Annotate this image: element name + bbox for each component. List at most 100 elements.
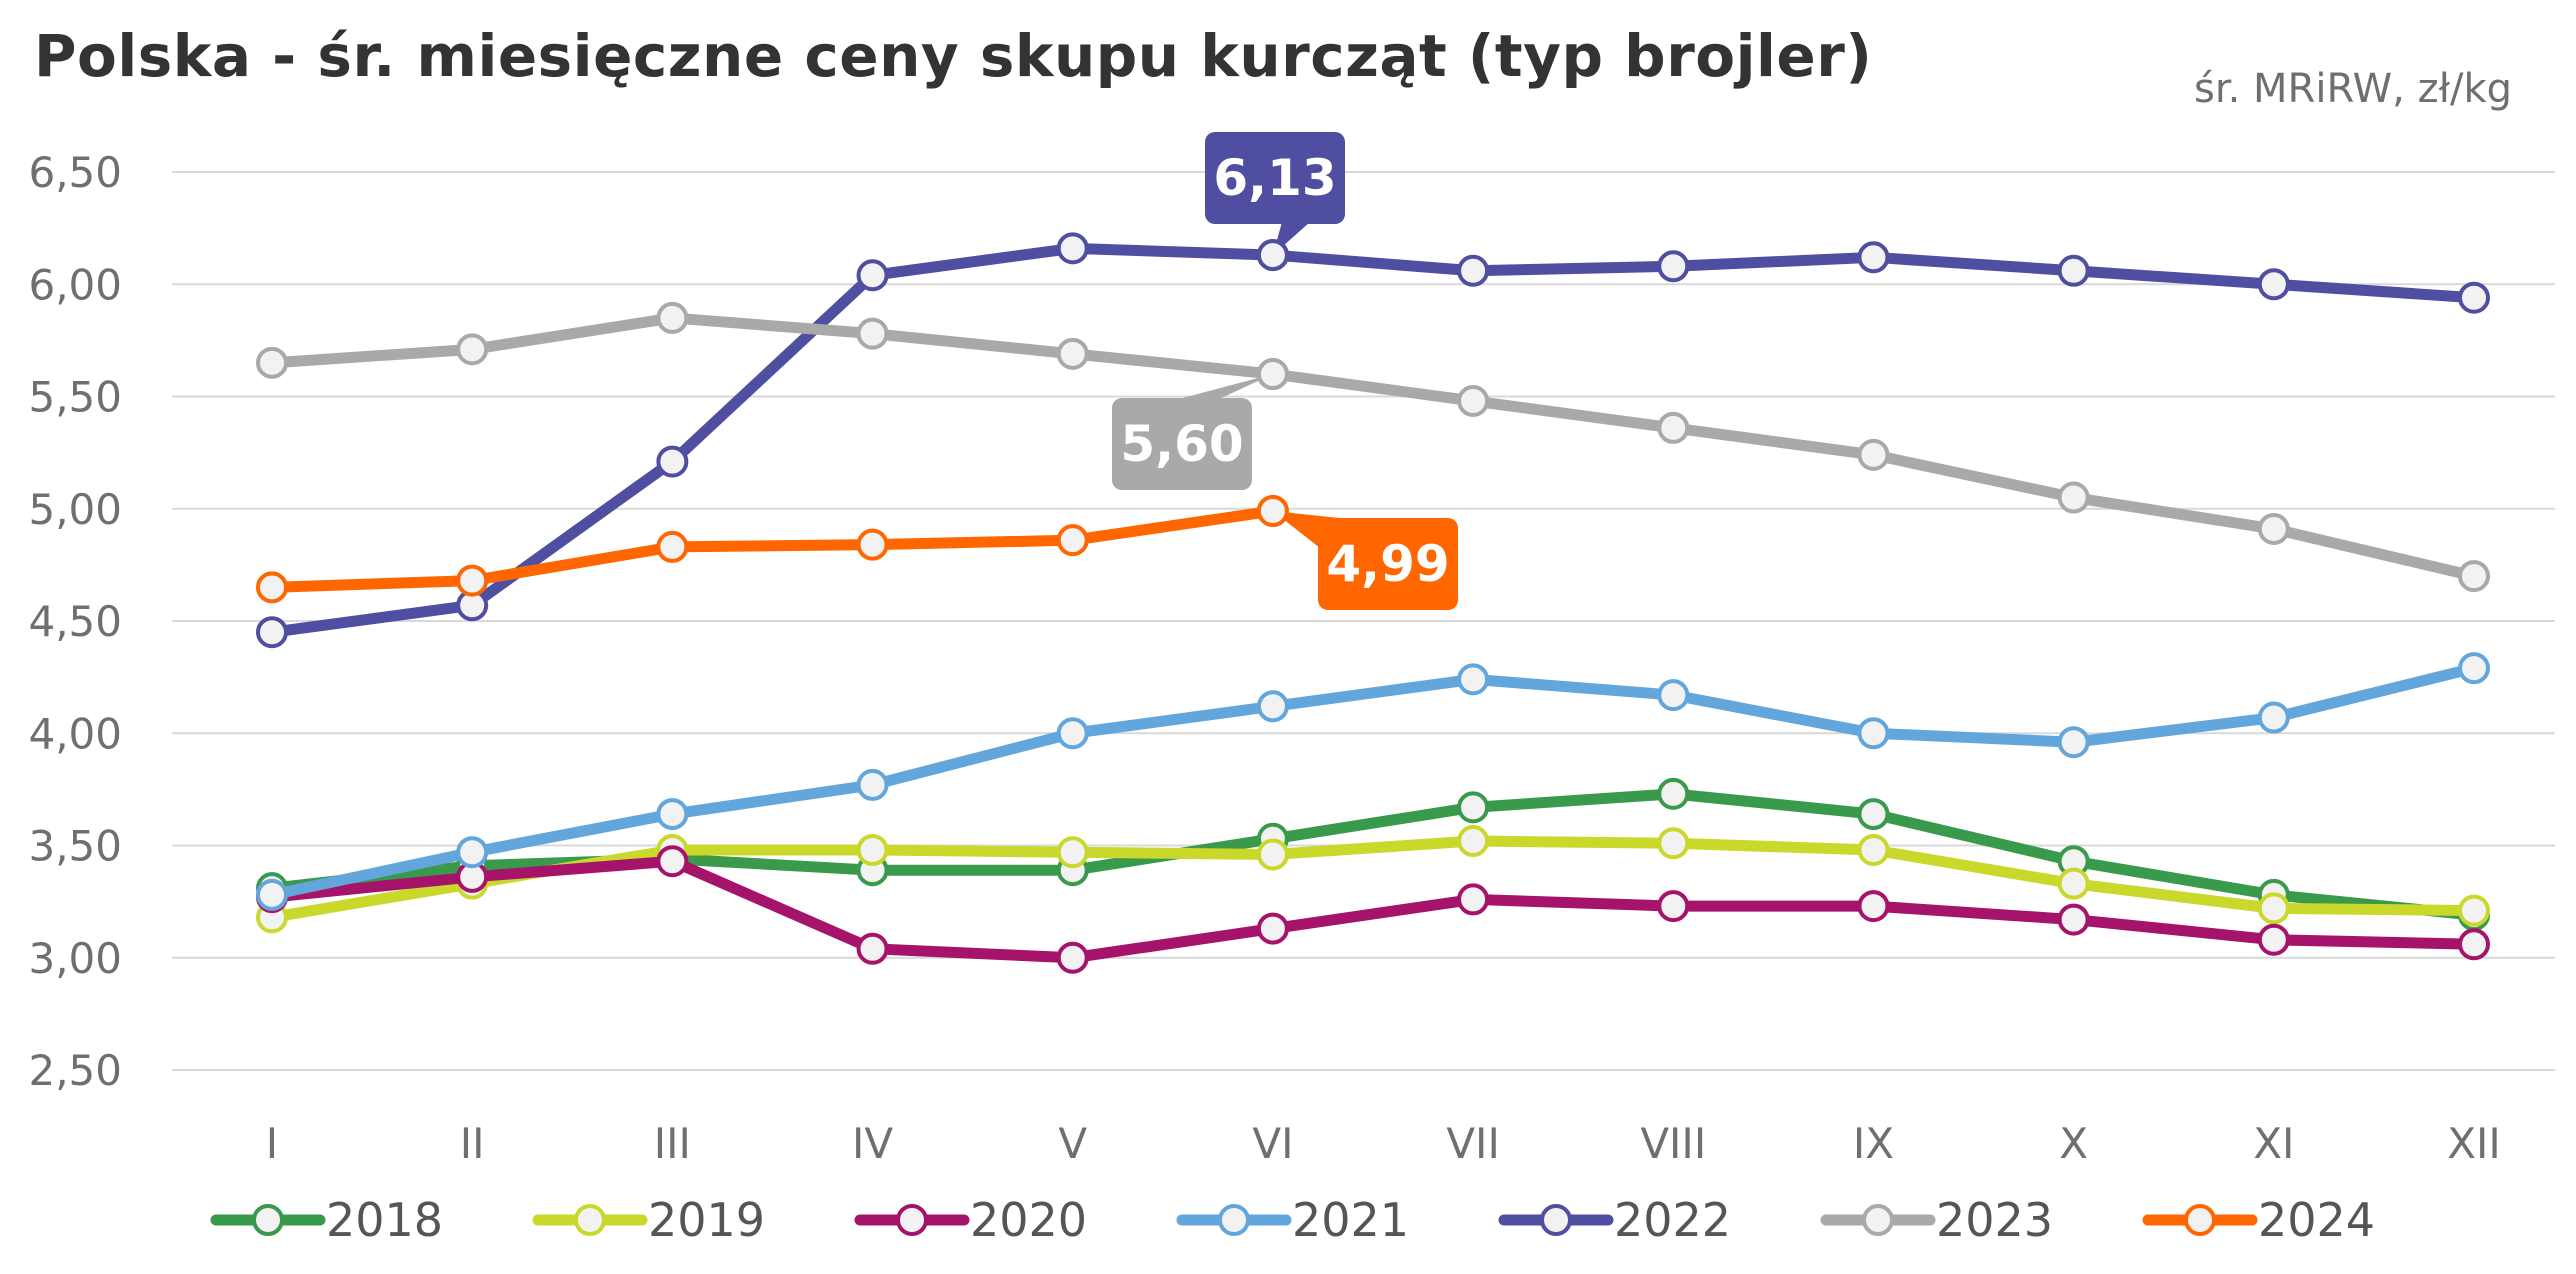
data-point bbox=[1657, 777, 1690, 810]
legend-item-2018: 2018 bbox=[210, 1193, 443, 1247]
x-tick-label: IX bbox=[1853, 1119, 1894, 1168]
data-point bbox=[256, 616, 288, 649]
legend-marker bbox=[896, 1204, 928, 1236]
series-line bbox=[266, 835, 2480, 923]
data-point bbox=[656, 301, 689, 334]
callout-2024: 4,99 bbox=[1256, 494, 1458, 610]
y-tick-label: 6,00 bbox=[28, 260, 122, 309]
data-point bbox=[856, 932, 889, 965]
x-axis-ticks: I II III IV V VI VII VIII IX X XI XII bbox=[266, 1119, 2501, 1168]
data-point bbox=[2257, 268, 2290, 301]
data-point bbox=[256, 571, 288, 604]
y-tick-label: 3,00 bbox=[28, 934, 122, 983]
data-point bbox=[1056, 337, 1089, 370]
series-2024 bbox=[256, 494, 1289, 604]
data-point bbox=[1457, 254, 1490, 287]
callout-label: 6,13 bbox=[1213, 149, 1336, 207]
data-point bbox=[656, 445, 689, 478]
callout-2022: 6,13 bbox=[1205, 132, 1345, 272]
y-tick-label: 5,50 bbox=[28, 373, 122, 422]
data-point bbox=[856, 833, 889, 866]
data-point bbox=[2257, 892, 2290, 925]
data-point bbox=[656, 530, 689, 563]
callout-2023: 5,60 bbox=[1112, 358, 1289, 490]
data-point bbox=[1256, 838, 1289, 871]
x-tick-label: X bbox=[2059, 1119, 2088, 1168]
legend-label: 2023 bbox=[1936, 1193, 2053, 1247]
data-point bbox=[2057, 726, 2090, 759]
legend-item-2020: 2020 bbox=[854, 1193, 1087, 1247]
series-2020 bbox=[256, 845, 2490, 974]
unit-note: śr. MRiRW, zł/kg bbox=[2193, 66, 2512, 112]
data-point bbox=[456, 836, 489, 869]
series-line bbox=[266, 855, 2480, 964]
legend-marker bbox=[1862, 1204, 1894, 1236]
data-point bbox=[1857, 798, 1890, 831]
data-point bbox=[2458, 894, 2490, 927]
series-line bbox=[266, 505, 1279, 593]
data-point bbox=[1056, 524, 1089, 557]
chart-title: Polska - śr. miesięczne ceny skupu kurcz… bbox=[34, 22, 1873, 90]
legend-item-2019: 2019 bbox=[532, 1193, 765, 1247]
data-point bbox=[2458, 560, 2490, 593]
series-line bbox=[266, 662, 2480, 901]
data-point bbox=[1256, 912, 1289, 945]
legend: 2018 2019 2020 2021 2022 2023 2024 bbox=[210, 1193, 2375, 1247]
legend-label: 2019 bbox=[648, 1193, 765, 1247]
data-point bbox=[1657, 890, 1690, 923]
series-line bbox=[266, 312, 2480, 582]
legend-label: 2018 bbox=[326, 1193, 443, 1247]
data-point bbox=[456, 564, 489, 597]
data-point bbox=[856, 768, 889, 801]
data-point bbox=[656, 845, 689, 878]
callout-pointer bbox=[1175, 374, 1273, 400]
legend-marker bbox=[574, 1204, 606, 1236]
data-point bbox=[1056, 717, 1089, 750]
data-point bbox=[2257, 923, 2290, 956]
x-tick-label: V bbox=[1058, 1119, 1087, 1168]
data-point bbox=[1056, 232, 1089, 265]
callout-box bbox=[1318, 518, 1458, 610]
data-point bbox=[1457, 791, 1490, 824]
data-point bbox=[2257, 701, 2290, 734]
data-point bbox=[2057, 903, 2090, 936]
data-point bbox=[1457, 663, 1490, 696]
data-point bbox=[856, 528, 889, 561]
callouts: 6,13 5,60 4,99 bbox=[1112, 132, 1458, 610]
data-point bbox=[2057, 254, 2090, 287]
data-point bbox=[1457, 883, 1490, 916]
data-point bbox=[1857, 717, 1890, 750]
data-point bbox=[1457, 825, 1490, 858]
x-tick-label: XI bbox=[2253, 1119, 2294, 1168]
callout-box bbox=[1112, 398, 1252, 490]
legend-label: 2024 bbox=[2258, 1193, 2375, 1247]
callout-label: 4,99 bbox=[1326, 535, 1449, 593]
data-point bbox=[256, 878, 288, 911]
data-point bbox=[656, 798, 689, 831]
legend-item-2024: 2024 bbox=[2142, 1193, 2375, 1247]
data-point bbox=[1457, 384, 1490, 417]
x-tick-label: XII bbox=[2447, 1119, 2501, 1168]
x-tick-label: VI bbox=[1252, 1119, 1293, 1168]
data-point bbox=[2057, 867, 2090, 900]
callout-label: 5,60 bbox=[1120, 415, 1243, 473]
data-point bbox=[2458, 281, 2490, 314]
legend-item-2021: 2021 bbox=[1176, 1193, 1409, 1247]
legend-item-2023: 2023 bbox=[1820, 1193, 2053, 1247]
data-point bbox=[1857, 833, 1890, 866]
legend-marker bbox=[252, 1204, 284, 1236]
series-line bbox=[266, 242, 2480, 638]
data-point bbox=[1657, 827, 1690, 860]
series-2022 bbox=[256, 232, 2490, 649]
data-point bbox=[1857, 241, 1890, 274]
x-tick-label: VIII bbox=[1640, 1119, 1706, 1168]
y-tick-label: 2,50 bbox=[28, 1046, 122, 1095]
data-point bbox=[856, 317, 889, 350]
data-point bbox=[456, 333, 489, 366]
legend-marker bbox=[2184, 1204, 2216, 1236]
data-point bbox=[1256, 239, 1289, 272]
y-tick-label: 6,50 bbox=[28, 148, 122, 197]
data-point bbox=[1256, 358, 1289, 391]
legend-marker bbox=[1540, 1204, 1572, 1236]
data-point bbox=[2057, 481, 2090, 514]
